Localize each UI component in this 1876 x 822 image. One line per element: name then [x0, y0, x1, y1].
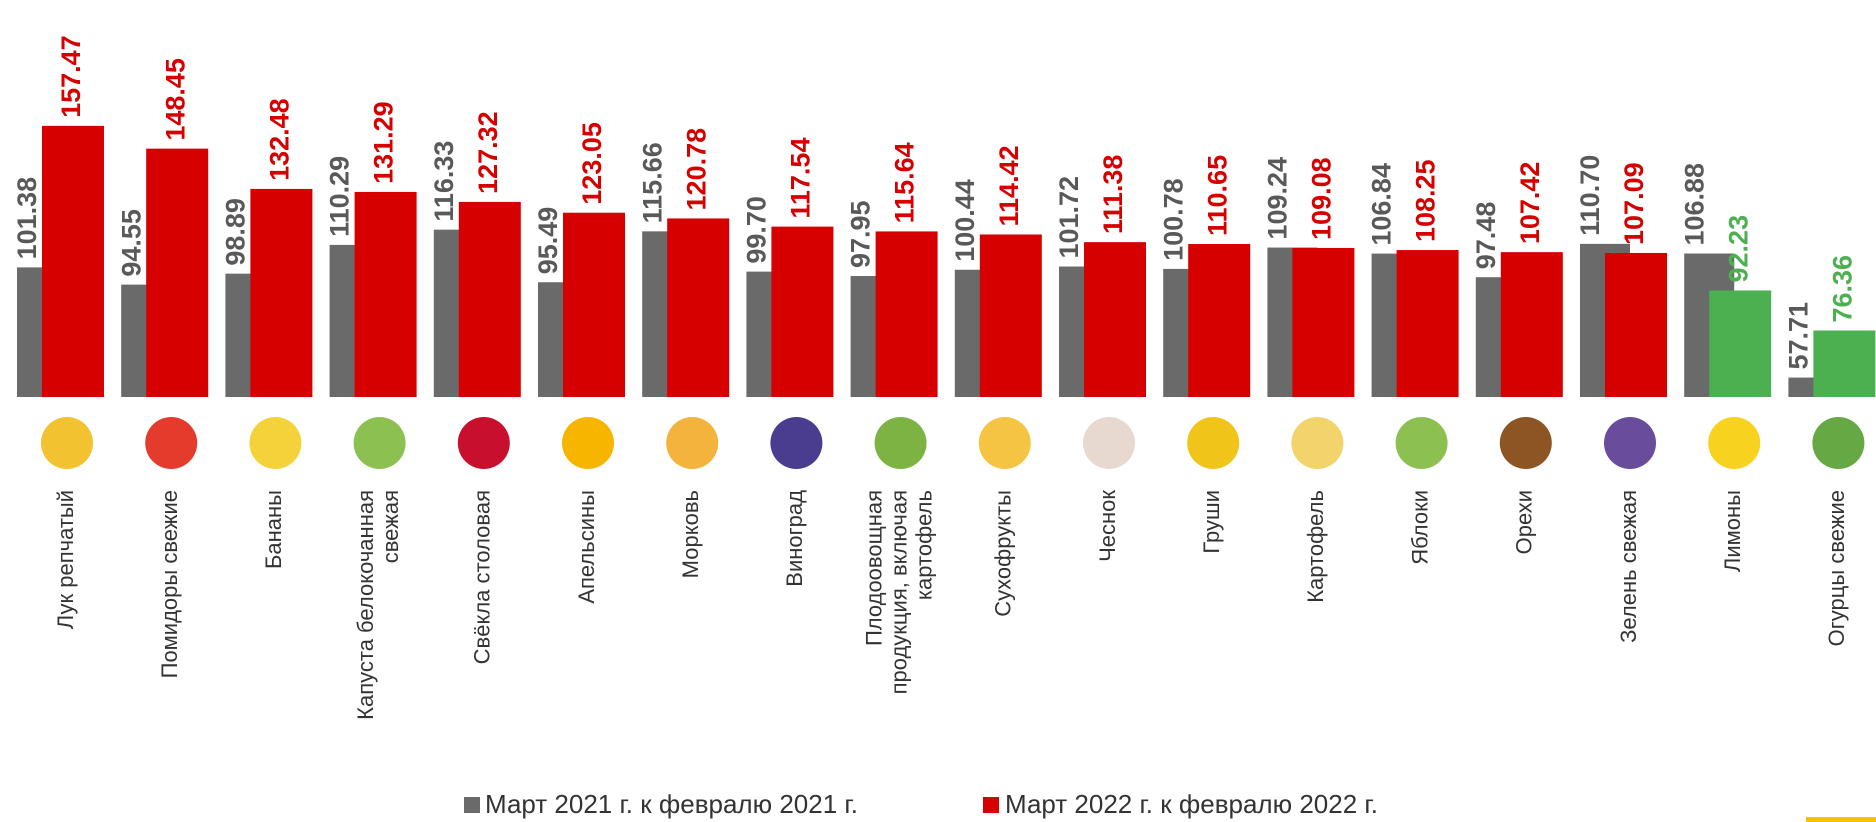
bar — [667, 218, 730, 397]
value-label: 117.54 — [786, 138, 816, 219]
category-icon — [1083, 417, 1135, 469]
bar — [1396, 250, 1459, 397]
value-label: 107.42 — [1515, 162, 1545, 245]
value-label: 101.38 — [12, 177, 42, 260]
legend-label: Март 2022 г. к февралю 2022 г. — [1005, 789, 1378, 819]
value-label: 99.70 — [742, 196, 772, 264]
value-label: 94.55 — [116, 209, 146, 277]
bar — [979, 234, 1042, 397]
bar — [1292, 247, 1355, 397]
category-icon — [1187, 417, 1240, 469]
bar — [771, 226, 834, 397]
value-label: 110.29 — [325, 156, 355, 237]
bar — [1813, 330, 1876, 397]
category-icon — [41, 417, 93, 469]
bar — [1188, 243, 1251, 397]
category-icon — [1604, 417, 1656, 469]
bar — [1709, 290, 1772, 397]
category-icon — [978, 417, 1031, 469]
bar — [146, 148, 209, 397]
category-icon — [666, 417, 719, 469]
value-label: 97.48 — [1471, 202, 1501, 270]
category-label: Капуста белокочаннаясвежая — [353, 490, 403, 720]
value-label: 114.42 — [994, 145, 1024, 226]
category-label: Помидоры свежие — [157, 490, 182, 678]
bar — [250, 188, 313, 397]
category-label: Орехи — [1512, 490, 1537, 554]
category-label: Картофель — [1303, 490, 1328, 603]
category-label: Сухофрукты — [991, 490, 1016, 617]
category-icon — [770, 417, 823, 469]
value-label: 106.88 — [1679, 163, 1709, 246]
value-label: 95.49 — [533, 207, 563, 275]
value-label: 57.71 — [1784, 302, 1814, 370]
value-label: 123.05 — [577, 122, 607, 205]
value-label: 148.45 — [160, 58, 190, 141]
bar — [1500, 252, 1563, 397]
legend-label: Март 2021 г. к февралю 2021 г. — [485, 789, 858, 819]
legend-swatch — [464, 797, 480, 813]
value-label: 110.70 — [1575, 155, 1605, 236]
category-icon — [1395, 417, 1448, 469]
value-label: 110.65 — [1202, 155, 1232, 236]
category-icon — [457, 417, 510, 469]
value-label: 115.66 — [637, 142, 667, 223]
value-label: 157.47 — [56, 35, 86, 118]
value-label: 115.64 — [890, 142, 920, 223]
value-label: 100.44 — [950, 179, 980, 262]
bar — [458, 201, 521, 397]
category-icon — [353, 417, 406, 469]
value-label: 106.84 — [1367, 163, 1397, 246]
category-icon — [1708, 417, 1761, 469]
value-label: 120.78 — [681, 128, 711, 211]
value-label: 100.78 — [1158, 178, 1188, 261]
category-icon — [1291, 417, 1344, 469]
category-label: Морковь — [678, 490, 703, 578]
category-label: Огурцы свежие — [1824, 490, 1849, 646]
bar — [42, 125, 104, 397]
bar — [1605, 252, 1667, 397]
value-label: 116.33 — [429, 141, 459, 222]
category-icon — [249, 417, 302, 469]
category-icon — [145, 417, 198, 469]
value-label: 101.72 — [1054, 176, 1084, 259]
legend-swatch — [983, 797, 999, 813]
value-label: 107.09 — [1619, 162, 1649, 245]
bar — [875, 231, 938, 397]
value-label: 111.38 — [1098, 155, 1128, 235]
value-label: 131.29 — [369, 101, 399, 184]
category-label: Лук репчатый — [53, 490, 78, 629]
value-label: 76.36 — [1828, 255, 1858, 323]
category-label: Бананы — [261, 490, 286, 569]
category-icon — [874, 417, 927, 469]
value-label: 132.48 — [265, 98, 295, 181]
category-icon — [1499, 417, 1552, 469]
category-label: Виноград — [782, 490, 807, 587]
value-label: 97.95 — [846, 200, 876, 268]
category-label: Груши — [1199, 490, 1224, 554]
category-icon — [1812, 417, 1865, 469]
value-label: 108.25 — [1411, 159, 1441, 242]
category-label: Плодоовощнаяпродукция, включаякартофель — [861, 490, 936, 694]
category-icon — [562, 417, 614, 469]
decor-bar — [1806, 817, 1876, 822]
bar — [563, 212, 625, 397]
value-label: 127.32 — [473, 111, 503, 194]
value-label: 92.23 — [1723, 215, 1753, 283]
category-label: Свёкла столовая — [470, 490, 495, 664]
category-label: Апельсины — [574, 490, 599, 604]
category-label: Лимоны — [1720, 490, 1745, 572]
category-label: Чеснок — [1095, 490, 1120, 562]
bar — [354, 191, 417, 397]
bar — [1084, 242, 1146, 397]
category-label: Зелень свежая — [1616, 490, 1641, 643]
value-label: 109.08 — [1307, 157, 1337, 240]
value-label: 98.89 — [221, 198, 251, 266]
category-label: Яблоки — [1407, 490, 1432, 565]
value-label: 109.24 — [1263, 157, 1293, 240]
